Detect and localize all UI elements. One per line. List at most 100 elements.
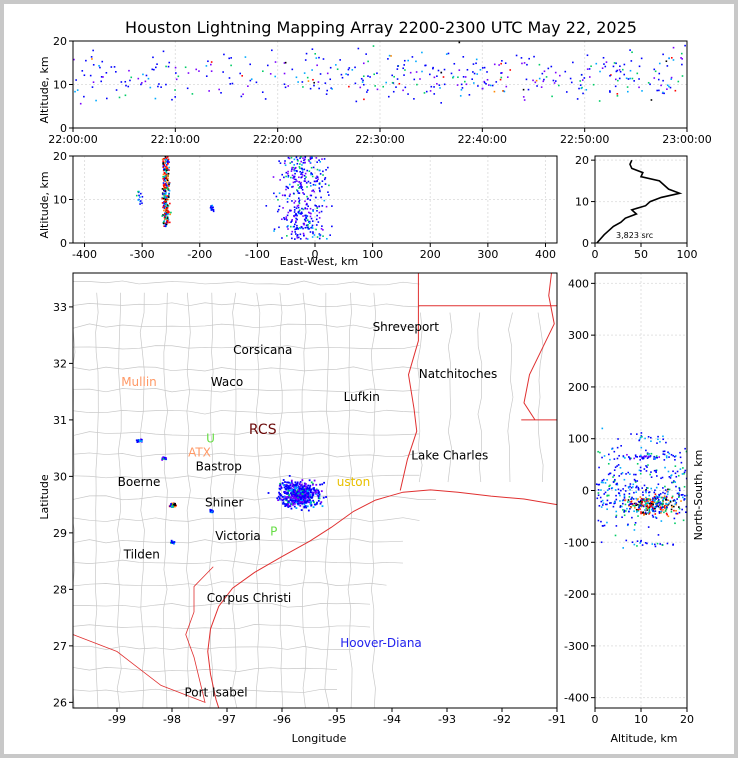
plan-source-point-476 xyxy=(279,493,282,495)
th-source-point-70 xyxy=(207,60,209,63)
ew-source-point-268 xyxy=(141,202,143,204)
plan-source-point-417 xyxy=(299,499,302,502)
histogram-source-count: 3,823 src xyxy=(616,231,653,240)
ew-source-point-197 xyxy=(168,185,170,187)
ew-source-point-462 xyxy=(311,236,314,238)
ew-ytick-label-0: 0 xyxy=(60,237,67,250)
ew-source-point-450 xyxy=(281,194,284,197)
ns-source-point-447 xyxy=(626,507,628,510)
th-source-point-363 xyxy=(460,83,463,86)
ns-source-point-20 xyxy=(664,507,666,509)
ns-source-point-613 xyxy=(647,456,650,458)
th-source-point-38 xyxy=(322,58,325,60)
ew-source-point-81 xyxy=(163,225,165,227)
ns-source-point-622 xyxy=(648,455,651,458)
th-source-point-320 xyxy=(430,85,433,88)
ns-source-point-282 xyxy=(646,487,648,489)
ew-source-point-373 xyxy=(293,178,296,181)
ew-source-point-221 xyxy=(165,176,167,178)
ns-source-point-396 xyxy=(606,503,608,506)
ns-source-point-153 xyxy=(674,500,677,502)
ns-source-point-272 xyxy=(606,499,609,502)
ew-source-point-223 xyxy=(166,156,169,158)
ns-source-point-527 xyxy=(654,499,656,501)
ns-source-point-94 xyxy=(663,497,665,499)
ns-source-point-370 xyxy=(674,465,677,467)
ns-source-point-501 xyxy=(634,523,636,526)
th-source-point-223 xyxy=(174,96,177,98)
ns-source-point-626 xyxy=(641,456,644,459)
th-source-point-418 xyxy=(450,72,453,75)
ns-source-point-432 xyxy=(647,464,649,466)
ns-source-point-445 xyxy=(629,473,631,475)
ns-source-point-482 xyxy=(635,497,638,500)
ns-source-point-368 xyxy=(662,491,664,494)
ew-source-point-620 xyxy=(312,209,314,211)
plan-source-point-276 xyxy=(282,501,285,504)
ew-source-point-500 xyxy=(304,207,307,209)
th-source-point-356 xyxy=(680,52,683,55)
plan-source-point-622 xyxy=(173,542,176,545)
county-line-h-23 xyxy=(73,495,437,501)
plan-source-point-467 xyxy=(310,504,313,507)
th-source-point-98 xyxy=(283,72,286,75)
th-source-point-229 xyxy=(638,86,640,89)
ns-source-point-460 xyxy=(609,458,611,461)
ew-source-point-523 xyxy=(304,177,306,180)
ns-source-point-371 xyxy=(615,516,617,518)
hist-ytick-label-1: 10 xyxy=(575,196,589,209)
ew-source-point-419 xyxy=(301,164,303,166)
th-source-point-187 xyxy=(602,56,605,59)
ns-source-point-59 xyxy=(663,506,666,508)
th-source-point-118 xyxy=(304,59,307,61)
ew-xtick-label-3: -100 xyxy=(245,248,270,261)
plan-source-point-416 xyxy=(297,489,300,492)
ns-source-point-269 xyxy=(674,522,676,525)
ew-source-point-608 xyxy=(316,180,318,183)
ns-source-point-430 xyxy=(620,489,622,492)
county-line-h-22 xyxy=(73,517,420,522)
plan-source-point-404 xyxy=(316,501,318,504)
th-source-point-253 xyxy=(409,71,412,74)
plan-source-point-297 xyxy=(279,494,282,497)
county-line-h-27 xyxy=(73,409,420,415)
ew-source-point-600 xyxy=(294,172,296,175)
th-source-point-377 xyxy=(391,74,393,77)
ns-source-point-183 xyxy=(659,508,662,510)
ew-source-point-292 xyxy=(295,156,298,159)
ns-source-point-659 xyxy=(640,539,642,542)
ns-source-point-616 xyxy=(665,455,668,457)
th-source-point-434 xyxy=(502,90,504,92)
ew-source-point-135 xyxy=(164,189,167,191)
ew-source-point-339 xyxy=(303,180,306,182)
ns-source-point-169 xyxy=(643,514,645,516)
plan-source-point-397 xyxy=(317,492,320,494)
ns-source-point-431 xyxy=(631,496,633,499)
ew-source-point-578 xyxy=(278,205,281,208)
th-source-point-286 xyxy=(326,89,329,92)
ns-source-point-100 xyxy=(678,507,681,510)
county-line-h-26 xyxy=(73,430,420,436)
th-source-point-113 xyxy=(241,75,243,77)
ns-source-point-202 xyxy=(672,500,675,502)
ns-source-point-235 xyxy=(678,506,680,508)
ew-source-point-195 xyxy=(167,159,169,162)
ew-source-point-309 xyxy=(293,164,296,166)
plan-source-point-126 xyxy=(302,487,305,490)
plan-source-point-317 xyxy=(305,496,308,499)
th-source-point-133 xyxy=(459,95,462,97)
ew-source-point-270 xyxy=(141,195,144,198)
plan-ytick-label-6: 32 xyxy=(53,357,67,370)
ew-source-point-505 xyxy=(310,172,313,174)
ew-source-point-385 xyxy=(311,190,313,192)
ew-source-point-640 xyxy=(296,205,299,207)
th-source-point-292 xyxy=(658,72,661,75)
th-source-point-75 xyxy=(681,63,683,66)
ew-xtick-label-2: -200 xyxy=(187,248,212,261)
ew-source-point-405 xyxy=(312,166,315,169)
plan-source-point-482 xyxy=(286,484,289,487)
ns-source-point-212 xyxy=(621,505,623,508)
ns-source-point-665 xyxy=(654,545,657,548)
ew-source-point-262 xyxy=(139,196,141,198)
th-source-point-131 xyxy=(91,58,93,60)
